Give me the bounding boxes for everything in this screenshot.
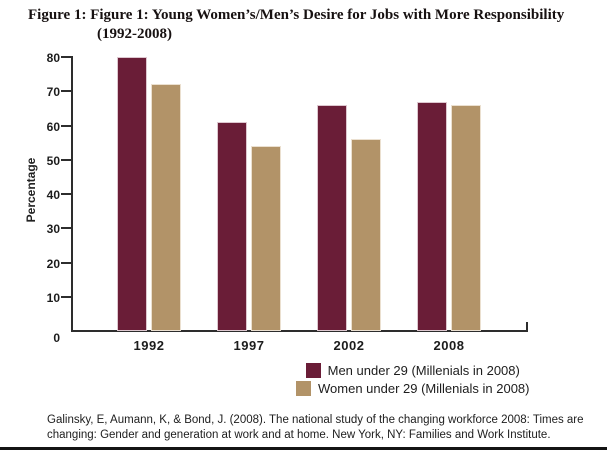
- x-tick-label-1992: 1992: [133, 338, 165, 353]
- y-tick-label-20: 20: [46, 256, 60, 271]
- y-tick-70: [61, 90, 71, 93]
- x-axis-line: [71, 330, 528, 332]
- x-tick-label-2008: 2008: [433, 338, 465, 353]
- y-tick-label-30: 30: [46, 222, 60, 237]
- bar-women-1992: [151, 84, 181, 331]
- legend-label-men: Men under 29 (Millenials in 2008): [327, 363, 520, 378]
- bar-women-2008: [451, 104, 481, 331]
- x-tick-label-1997: 1997: [233, 338, 265, 353]
- x-tick-label-2002: 2002: [333, 338, 365, 353]
- y-tick-label-40: 40: [46, 188, 60, 202]
- y-tick-30: [61, 227, 71, 230]
- y-tick-label-50: 50: [46, 153, 60, 168]
- legend-item-men: Men under 29 (Millenials in 2008): [305, 362, 520, 379]
- y-tick-label-10: 10: [46, 290, 60, 305]
- bar-men-2002: [317, 104, 347, 331]
- y-tick-40: [61, 193, 71, 195]
- figure-title-line2: (1992-2008): [97, 26, 172, 42]
- y-tick-label-80: 80: [46, 51, 60, 65]
- y-tick-80: [61, 56, 71, 58]
- y-tick-60: [61, 124, 71, 127]
- bar-women-2002: [351, 139, 381, 331]
- legend: Men under 29 (Millenials in 2008) Women u…: [296, 362, 529, 397]
- citation-line2: changing: Gender and generation at work …: [47, 428, 551, 441]
- y-tick-label-70: 70: [46, 85, 60, 100]
- y-tick-label-0: 0: [53, 331, 60, 345]
- legend-swatch-men: [305, 363, 321, 378]
- y-tick-20: [61, 261, 71, 264]
- y-axis-line: [71, 56, 73, 332]
- figure-title: Figure 1: Figure 1: Young Women’s/Men’s …: [28, 6, 598, 44]
- y-tick-label-60: 60: [46, 119, 60, 134]
- y-tick-10: [61, 295, 71, 298]
- legend-item-women: Women under 29 (Millenials in 2008): [296, 380, 529, 397]
- bar-men-1992: [117, 57, 147, 331]
- legend-swatch-women: [296, 381, 311, 396]
- bottom-divider-bar: [0, 447, 607, 450]
- citation: Galinsky, E, Aumann, K, & Bond, J. (2008…: [47, 413, 592, 442]
- bar-men-2008: [417, 101, 447, 331]
- y-tick-50: [61, 158, 71, 161]
- citation-line1: Galinsky, E, Aumann, K, & Bond, J. (2008…: [47, 414, 584, 426]
- x-axis-end-tick: [526, 322, 528, 331]
- bar-women-1997: [251, 146, 281, 331]
- legend-label-women: Women under 29 (Millenials in 2008): [318, 381, 530, 396]
- bar-men-1997: [217, 122, 247, 331]
- figure-title-line1: Figure 1: Figure 1: Young Women’s/Men’s …: [28, 7, 565, 23]
